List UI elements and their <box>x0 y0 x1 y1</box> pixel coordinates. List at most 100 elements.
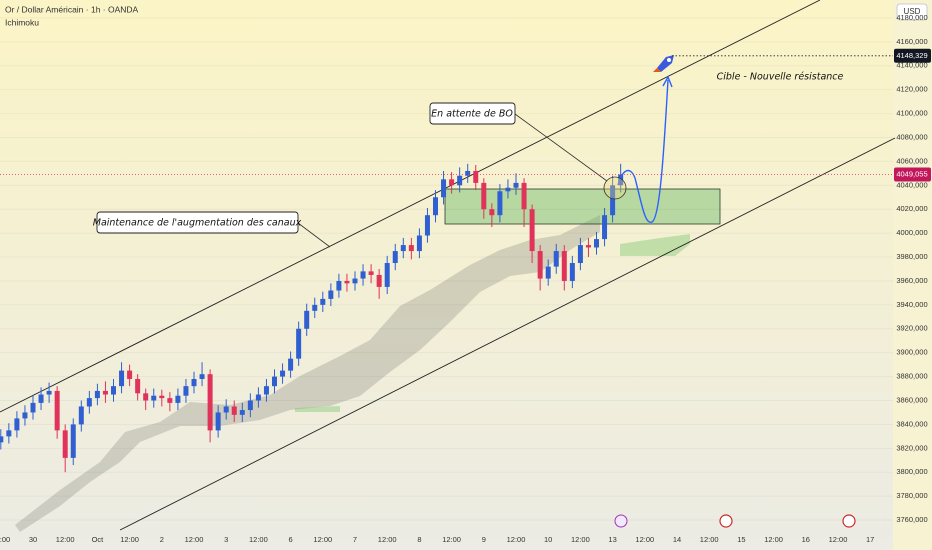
candle-body <box>183 386 189 396</box>
x-tick-label: 12:00 <box>635 535 654 544</box>
x-tick-label: 10 <box>544 535 552 544</box>
candle-body <box>497 191 503 216</box>
price-axis <box>893 0 932 550</box>
candle-body <box>529 209 535 252</box>
candle-body <box>223 406 229 413</box>
candle-body <box>392 251 398 264</box>
y-tick-label: 3960,000 <box>896 276 927 285</box>
channel-box <box>96 211 299 234</box>
channel-upper <box>0 0 821 413</box>
currency-box[interactable] <box>896 3 928 21</box>
x-tick-label: 14 <box>673 535 681 544</box>
event-flag[interactable] <box>719 514 733 528</box>
x-tick-label: 12:00 <box>700 535 719 544</box>
x-tick-label: 12:00 <box>313 535 332 544</box>
x-tick-label: 12:00 <box>442 535 461 544</box>
event-flag[interactable] <box>842 514 856 528</box>
candle-body <box>449 179 455 186</box>
y-tick-label: 4180,000 <box>896 13 927 22</box>
x-tick-label: 16 <box>802 535 810 544</box>
candle-body <box>352 278 358 284</box>
candle-body <box>46 390 52 395</box>
x-tick-label: 7 <box>353 535 357 544</box>
candle-body <box>135 378 141 394</box>
x-tick-label: 12:00 <box>120 535 139 544</box>
candle-body <box>62 430 68 458</box>
candle-body <box>328 290 334 299</box>
x-tick-label: 2 <box>160 535 164 544</box>
candle-body <box>473 170 479 183</box>
breakout-note: En attente de BO <box>431 109 513 120</box>
candle-body <box>320 298 326 305</box>
x-tick-label: 12:00 <box>185 535 204 544</box>
candle-body <box>191 378 197 387</box>
x-tick-label: 15 <box>737 535 745 544</box>
breakout-box <box>429 102 516 125</box>
candle-body <box>215 412 221 431</box>
last_price-box <box>894 167 931 182</box>
candle-body <box>513 182 519 188</box>
candle-body <box>6 430 12 437</box>
symbol: Or / Dollar Américain · 1h · OANDA <box>5 4 139 14</box>
candle-body <box>255 394 261 401</box>
candle-body <box>151 395 157 401</box>
y-tick-label: 3840,000 <box>896 419 927 428</box>
y-tick-label: 4120,000 <box>896 85 927 94</box>
candle-body <box>400 245 406 252</box>
x-tick-label: 13 <box>608 535 616 544</box>
projection-arrow <box>662 75 673 88</box>
x-tick-label: 9 <box>482 535 486 544</box>
x-tick-label: 12:00 <box>56 535 75 544</box>
candle-body <box>239 410 245 415</box>
candle-body <box>537 251 543 279</box>
y-tick-label: 4160,000 <box>896 37 927 46</box>
candle-body <box>111 386 116 395</box>
candle-body <box>143 393 149 401</box>
candle-body <box>22 412 28 419</box>
candle-body <box>231 406 237 415</box>
candle-body <box>610 185 616 216</box>
candle-body <box>119 370 125 387</box>
x-tick-label: Oct <box>92 535 105 544</box>
x-tick-label: 12:00 <box>249 535 268 544</box>
candle-body <box>360 271 366 279</box>
candle-body <box>199 374 205 379</box>
channel-note: Maintenance de l'augmentation des canaux <box>93 218 302 229</box>
y-tick-label: 3940,000 <box>896 300 927 309</box>
y-tick-label: 4000,000 <box>896 228 927 237</box>
event-icon[interactable] <box>614 514 628 528</box>
candle-body <box>441 179 447 198</box>
candle-body <box>505 187 511 192</box>
x-tick-label: 12:00 <box>829 535 848 544</box>
candle-body <box>336 280 342 291</box>
target_price-label: 4148,329 <box>896 51 927 60</box>
candle-body <box>14 418 20 431</box>
candle-body <box>465 170 471 176</box>
candle-body <box>424 215 430 236</box>
candle-body <box>561 251 567 281</box>
y-tick-label: 3820,000 <box>896 443 927 452</box>
target-note: Cible - Nouvelle résistance <box>717 72 844 83</box>
candle-body <box>54 390 60 431</box>
candle-body <box>175 395 181 403</box>
y-tick-label: 4060,000 <box>896 156 927 165</box>
candle-body <box>102 390 108 395</box>
y-tick-label: 3760,000 <box>896 515 927 524</box>
y-tick-label: 4040,000 <box>896 180 927 189</box>
candle-body <box>167 398 173 403</box>
x-tick-label: 12:00 <box>378 535 397 544</box>
x-tick-label: 12:00 <box>764 535 783 544</box>
candle-body <box>489 209 495 216</box>
indicator: Ichimoku <box>5 17 39 27</box>
x-tick-label: 12:00 <box>507 535 526 544</box>
candle-body <box>577 245 583 264</box>
projection-curve <box>617 79 669 223</box>
candle-body <box>457 175 463 186</box>
currency: USD <box>904 7 921 16</box>
y-tick-label: 4140,000 <box>896 61 927 70</box>
candle-body <box>545 266 551 279</box>
x-tick-label: 12:00 <box>571 535 590 544</box>
candle-body <box>78 406 84 425</box>
x-tick-label: 8 <box>417 535 421 544</box>
